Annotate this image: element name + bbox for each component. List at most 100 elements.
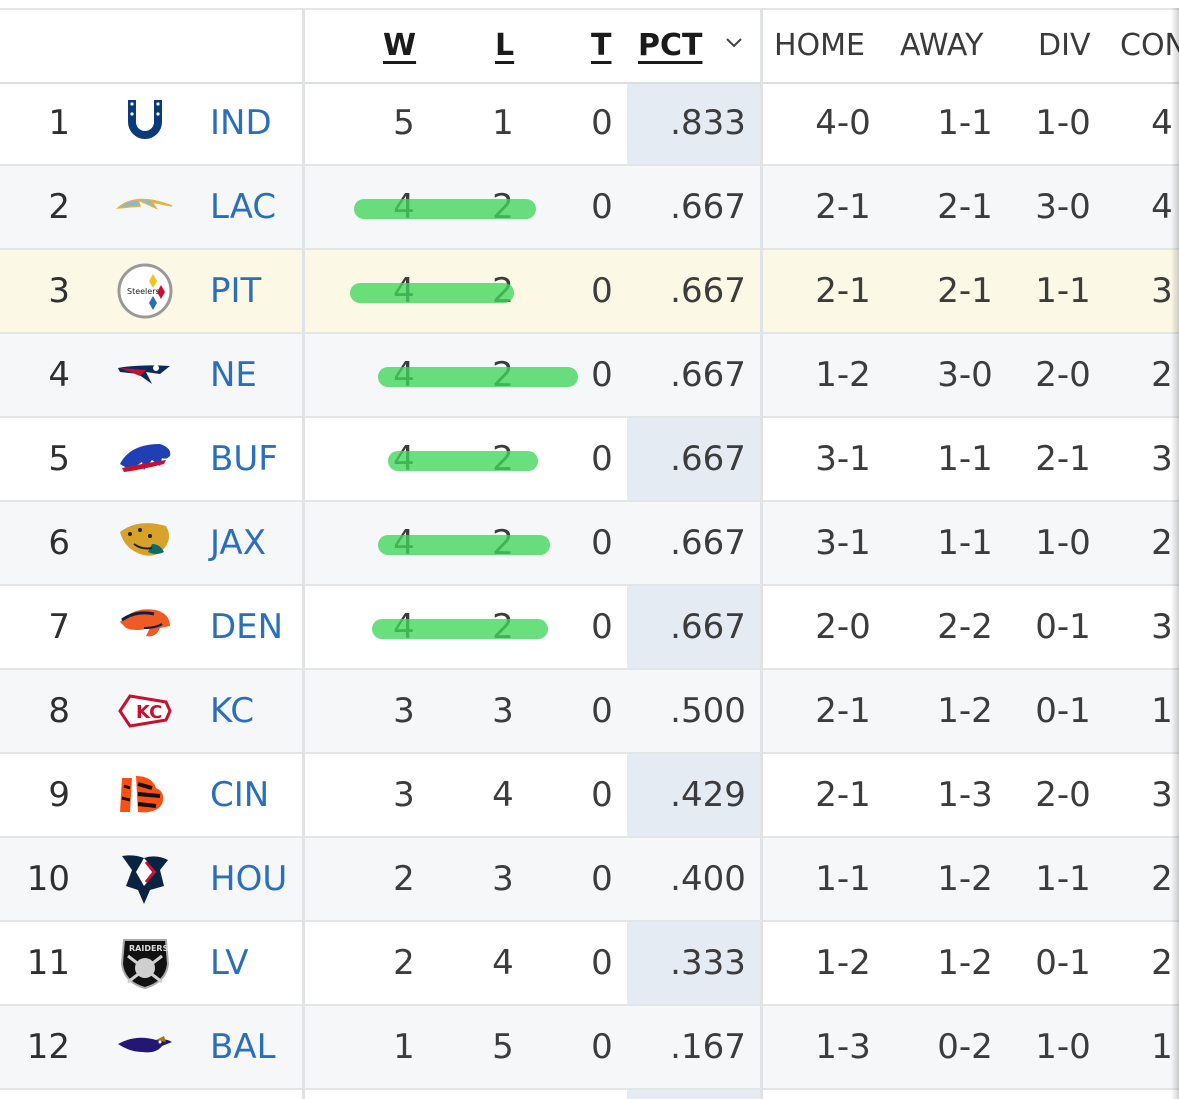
t-value: 0 (591, 355, 613, 395)
t-value: 0 (591, 187, 613, 227)
conf-value: 3 (1151, 439, 1173, 479)
header-conf[interactable]: CON (1120, 28, 1179, 63)
div-value: 0-1 (1035, 607, 1091, 647)
table-row[interactable]: 12 BAL 1 5 0 .167 1-3 0-2 1-0 1 (0, 1006, 1179, 1090)
header-pct[interactable]: PCT (638, 28, 703, 63)
table-row[interactable]: 9 CIN 3 4 0 .429 2-1 1-3 2-0 3 (0, 754, 1179, 838)
conf-value: 3 (1151, 271, 1173, 311)
chargers-bolt-icon[interactable] (115, 178, 174, 236)
rank: 8 (48, 691, 70, 731)
div-value: 2-0 (1035, 775, 1091, 815)
table-row[interactable]: 8 KC KC 3 3 0 .500 2-1 1-2 0-1 1 (0, 670, 1179, 754)
w-value: 3 (393, 775, 415, 815)
home-value: 1-2 (815, 355, 871, 395)
table-row[interactable]: 1 IND 5 1 0 .833 4-0 1-1 1-0 4 (0, 82, 1179, 166)
away-value: 2-2 (937, 607, 993, 647)
away-value: 2-1 (937, 187, 993, 227)
highlighter-mark (354, 199, 536, 219)
div-value: 1-0 (1035, 1027, 1091, 1067)
pct-value: .667 (670, 187, 746, 227)
steelers-logo-icon[interactable]: Steelers (116, 262, 174, 320)
away-value: 1-2 (937, 691, 993, 731)
team-link[interactable]: KC (210, 691, 255, 731)
conf-value: 3 (1151, 607, 1173, 647)
w-value: 2 (393, 943, 415, 983)
home-value: 4-0 (815, 103, 871, 143)
w-value: 5 (393, 103, 415, 143)
team-link[interactable]: NE (210, 355, 257, 395)
team-link[interactable]: CIN (210, 775, 270, 815)
w-value: 3 (393, 691, 415, 731)
header-div[interactable]: DIV (1038, 28, 1091, 63)
away-value: 1-1 (937, 523, 993, 563)
table-row[interactable]: 11 RAIDERS LV 2 4 0 .333 1-2 1-2 0-1 2 (0, 922, 1179, 1006)
highlighter-mark (372, 619, 548, 639)
team-link[interactable]: IND (210, 103, 272, 143)
conf-value: 1 (1151, 691, 1173, 731)
header-away[interactable]: AWAY (900, 28, 984, 63)
div-value: 1-1 (1035, 859, 1091, 899)
rank: 4 (48, 355, 70, 395)
bengals-stripes-icon[interactable] (116, 766, 174, 824)
team-link[interactable]: BAL (210, 1027, 276, 1067)
div-value: 1-0 (1035, 103, 1091, 143)
rank: 6 (48, 523, 70, 563)
t-value: 0 (591, 271, 613, 311)
div-value: 2-0 (1035, 355, 1091, 395)
conf-value: 2 (1151, 355, 1173, 395)
home-value: 1-1 (815, 859, 871, 899)
header-l[interactable]: L (495, 28, 515, 63)
team-link[interactable]: DEN (210, 607, 284, 647)
w-value: 2 (393, 859, 415, 899)
away-value: 1-1 (937, 103, 993, 143)
away-value: 1-1 (937, 439, 993, 479)
l-value: 1 (492, 103, 514, 143)
away-value: 1-2 (937, 943, 993, 983)
column-divider (302, 8, 305, 1099)
pct-value: .667 (670, 607, 746, 647)
raiders-shield-icon[interactable]: RAIDERS (116, 934, 174, 992)
team-link[interactable]: JAX (210, 523, 266, 563)
team-link[interactable]: LV (210, 943, 249, 983)
broncos-horse-icon[interactable] (116, 598, 174, 656)
rank: 9 (48, 775, 70, 815)
header-t[interactable]: T (591, 28, 612, 63)
team-link[interactable]: LAC (210, 187, 277, 227)
l-value: 4 (492, 943, 514, 983)
home-value: 2-1 (815, 775, 871, 815)
rank: 11 (26, 943, 70, 983)
patriots-logo-icon[interactable] (116, 346, 174, 404)
pct-value: .667 (670, 523, 746, 563)
team-link[interactable]: HOU (210, 859, 288, 899)
chiefs-arrowhead-icon[interactable]: KC (116, 682, 174, 740)
rank: 7 (48, 607, 70, 647)
t-value: 0 (591, 607, 613, 647)
table-row[interactable]: 10 HOU 2 3 0 .400 1-1 1-2 1-1 2 (0, 838, 1179, 922)
team-link[interactable]: BUF (210, 439, 278, 479)
header-w[interactable]: W (383, 28, 417, 63)
chevron-down-icon[interactable] (724, 36, 744, 50)
conf-value: 4 (1151, 103, 1173, 143)
away-value: 2-1 (937, 271, 993, 311)
highlighter-mark (350, 283, 514, 303)
colts-horseshoe-icon[interactable] (116, 94, 174, 152)
jaguars-head-icon[interactable] (116, 514, 174, 572)
t-value: 0 (591, 523, 613, 563)
home-value: 2-1 (815, 271, 871, 311)
away-value: 3-0 (937, 355, 993, 395)
bills-buffalo-icon[interactable] (116, 430, 174, 488)
team-link[interactable]: PIT (210, 271, 262, 311)
ravens-bird-icon[interactable] (116, 1018, 174, 1076)
texans-bull-icon[interactable] (116, 850, 174, 908)
div-value: 0-1 (1035, 943, 1091, 983)
home-value: 2-0 (815, 607, 871, 647)
pct-value: .500 (670, 691, 746, 731)
header-home[interactable]: HOME (774, 28, 866, 63)
div-value: 0-1 (1035, 691, 1091, 731)
